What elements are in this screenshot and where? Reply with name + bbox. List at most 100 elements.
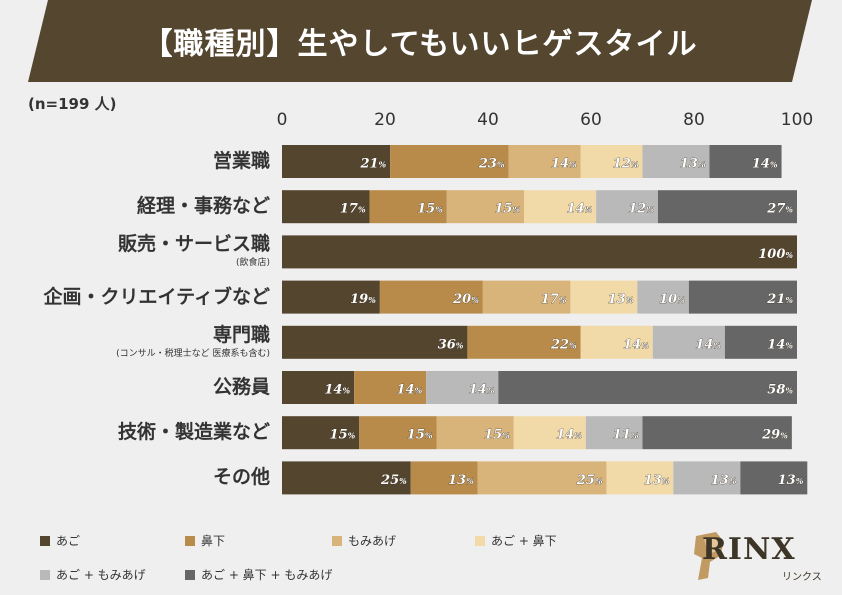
data-label: 36% <box>438 337 464 352</box>
data-label: 22% <box>550 337 577 352</box>
data-label: 13% <box>644 473 670 488</box>
sample-size-label: (n=199 人) <box>28 95 117 113</box>
data-label: 25% <box>380 473 407 488</box>
bar-segment <box>652 325 725 359</box>
category-label: その他 <box>213 466 270 488</box>
legend-swatch <box>40 569 50 580</box>
data-label: 14% <box>767 337 793 352</box>
rinx-logo: RINX リンクス <box>690 528 830 584</box>
data-label: 15% <box>494 202 520 217</box>
bar-segment <box>426 371 499 404</box>
data-label: 25% <box>576 473 603 488</box>
data-label: 12% <box>613 157 639 172</box>
bar-segment <box>282 145 391 178</box>
bar-segment <box>585 416 643 450</box>
bar-segment <box>657 190 797 224</box>
data-label: 14% <box>396 383 422 398</box>
x-tick-label: 100 <box>781 110 813 130</box>
x-tick-label: 40 <box>477 110 499 130</box>
category-name: 販売・サービス職 <box>117 233 270 256</box>
bar-segment <box>673 461 741 495</box>
bar-segment <box>436 416 514 450</box>
data-label: 11% <box>613 428 639 443</box>
bar-segment <box>359 416 437 450</box>
bar-segment <box>354 371 427 404</box>
data-label: 27% <box>766 202 793 217</box>
category-label: 販売・サービス職 (飲食店) <box>118 233 270 269</box>
bar-segment <box>379 280 483 314</box>
bar-segment <box>282 461 411 495</box>
category-label: 企画・クリエイティブなど <box>44 286 270 308</box>
legend-label: 鼻下 <box>201 534 226 548</box>
banner-shape <box>28 0 812 82</box>
data-label: 13% <box>680 157 706 172</box>
data-label: 13% <box>448 473 474 488</box>
legend-item: あご + もみあげ <box>40 566 146 583</box>
legend-label: あご <box>56 534 81 548</box>
data-label: 14% <box>551 157 577 172</box>
bar-segment <box>446 190 525 224</box>
data-label: 13% <box>711 473 737 488</box>
legend-swatch <box>40 535 50 546</box>
bar-segment <box>580 325 653 359</box>
legend-label: もみあげ <box>348 534 397 548</box>
bar-segment <box>282 416 360 450</box>
bar-segment <box>390 145 509 178</box>
legend-item: あご <box>40 532 80 549</box>
bar-segment <box>513 416 586 450</box>
bar-segment <box>580 145 643 178</box>
data-label: 14% <box>695 337 721 352</box>
bar-segment <box>637 280 689 314</box>
bar-segment <box>282 190 370 224</box>
bar-segment <box>642 416 792 450</box>
category-label: 営業職 <box>213 150 270 172</box>
page-title: 【職種別】生やしてもいいヒゲスタイル <box>142 27 698 62</box>
bar-segment <box>709 145 782 178</box>
legend-item: 鼻下 <box>185 532 225 549</box>
legend-swatch <box>475 535 485 546</box>
data-label: 23% <box>478 157 505 172</box>
legend-item: あご + 鼻下 + もみあげ <box>185 566 332 583</box>
data-label: 15% <box>417 202 443 217</box>
logo-word: RINX <box>702 532 796 567</box>
data-label: 100% <box>758 247 793 262</box>
logo-mark-icon <box>694 532 724 580</box>
bar-segment <box>498 371 797 404</box>
category-name: 経理・事務など <box>136 195 270 218</box>
category-label: 経理・事務など <box>137 195 270 217</box>
category-label: 技術・製造業など <box>118 421 270 443</box>
bar-segment <box>570 280 638 314</box>
data-label: 10% <box>659 292 685 307</box>
category-name: 営業職 <box>212 150 270 172</box>
legend-label: あご + 鼻下 + もみあげ <box>201 568 333 582</box>
bar-segment <box>482 280 571 314</box>
x-tick-label: 60 <box>580 110 602 130</box>
bar-segment <box>596 190 658 224</box>
data-label: 13% <box>608 292 634 307</box>
bar-segment <box>477 461 607 495</box>
data-label: 17% <box>340 202 366 217</box>
category-name: 専門職 <box>212 323 270 346</box>
x-tick-label: 20 <box>374 110 396 130</box>
data-label: 14% <box>566 202 592 217</box>
data-label: 58% <box>767 383 793 398</box>
data-label: 21% <box>359 157 386 172</box>
category-subtitle: (コンサル・税理士など 医療系も含む) <box>116 348 270 359</box>
legend-item: もみあげ <box>332 532 396 549</box>
data-label: 12% <box>628 202 654 217</box>
data-label: 14% <box>752 157 778 172</box>
category-label: 専門職 (コンサル・税理士など 医療系も含む) <box>116 324 270 360</box>
data-label: 14% <box>556 428 582 443</box>
category-name: その他 <box>212 466 270 489</box>
data-label: 14% <box>469 383 495 398</box>
bar-segment <box>508 145 581 178</box>
bar-segment <box>467 325 581 359</box>
title-banner: 【職種別】生やしてもいいヒゲスタイル <box>28 0 812 82</box>
bar-segment <box>282 325 468 359</box>
legend-swatch <box>185 535 195 546</box>
bar-segment <box>524 190 597 224</box>
category-label: 公務員 <box>213 376 270 398</box>
data-label: 29% <box>761 428 788 443</box>
category-name: 技術・製造業など <box>117 421 270 444</box>
